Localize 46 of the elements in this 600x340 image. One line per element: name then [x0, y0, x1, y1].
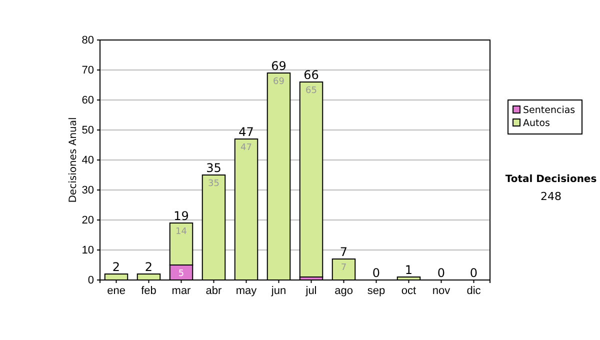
total-label: 69 — [271, 59, 286, 73]
bar — [299, 82, 324, 278]
y-tick-label: 40 — [82, 154, 94, 167]
text: Total Decisiones — [505, 174, 597, 185]
total-label: 0 — [437, 266, 446, 280]
x-tick-label: jun — [270, 284, 286, 297]
x-tick-label: oct — [401, 284, 416, 297]
y-tick-label: 30 — [82, 184, 94, 197]
x-tick-label: sep — [367, 284, 386, 297]
x-tick-label: jul — [304, 284, 317, 297]
data-label: 69 — [273, 77, 285, 87]
data-label: 35 — [208, 179, 220, 189]
data-label: 65 — [306, 86, 317, 96]
data-label: 7 — [340, 263, 347, 273]
y-tick-label: 80 — [82, 34, 94, 47]
legend-label: Sentencias — [523, 105, 576, 116]
y-tick-label: 20 — [82, 214, 94, 227]
data-label: 47 — [240, 143, 252, 153]
data-label: 5 — [178, 269, 184, 279]
y-tick-label: 0 — [88, 274, 94, 287]
x-tick-label: mar — [172, 284, 192, 297]
legend-label: Autos — [523, 118, 550, 129]
text: 248 — [540, 190, 562, 203]
total-label: 0 — [372, 266, 380, 280]
total-label: 7 — [340, 245, 348, 259]
x-tick-label: ene — [107, 284, 126, 297]
y-tick-label: 50 — [82, 124, 94, 137]
y-tick-label: 60 — [82, 94, 94, 107]
y-axis-title: Decisiones Anual — [68, 117, 79, 203]
total-label: 19 — [174, 209, 189, 223]
data-label: 14 — [176, 227, 188, 237]
x-tick-label: feb — [141, 284, 156, 297]
x-tick-label: may — [236, 284, 258, 297]
total-label: 0 — [470, 266, 478, 280]
total-label: 2 — [144, 260, 153, 274]
x-tick-label: dic — [466, 284, 482, 297]
y-tick-label: 70 — [82, 64, 94, 77]
x-tick-label: ago — [334, 284, 353, 297]
total-label: 2 — [112, 260, 120, 274]
total-label: 47 — [238, 125, 254, 139]
total-label: 35 — [206, 161, 222, 175]
total-label: 1 — [404, 263, 413, 277]
x-tick-label: nov — [432, 284, 451, 297]
total-label: 66 — [304, 68, 319, 82]
x-tick-label: abr — [206, 284, 222, 297]
y-tick-label: 10 — [82, 244, 94, 257]
